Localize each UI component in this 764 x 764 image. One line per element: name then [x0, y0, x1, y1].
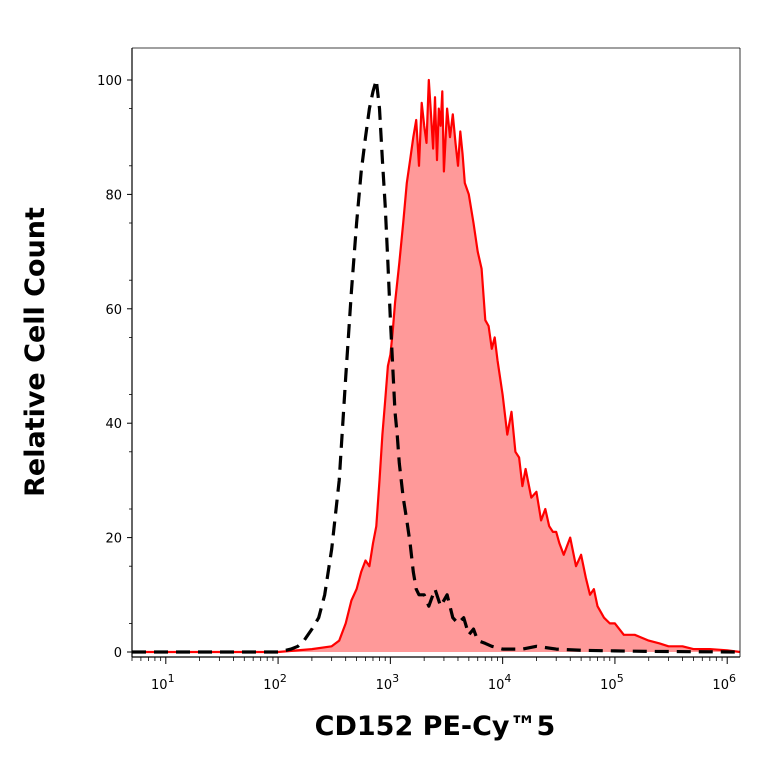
y-tick-label: 60 — [105, 303, 122, 318]
x-tick-label: 101 — [151, 672, 175, 693]
x-tick-label: 105 — [600, 672, 624, 693]
y-tick-label: 80 — [105, 188, 122, 203]
x-tick-label: 103 — [376, 672, 400, 693]
y-axis: 0 20 40 60 80 100 — [97, 74, 132, 661]
plot-marks — [132, 78, 741, 654]
x-axis-title: CD152 PE-Cy™5 — [315, 711, 556, 742]
x-tick-label: 102 — [263, 672, 287, 693]
y-tick-label: 0 — [114, 646, 122, 661]
y-tick-label: 100 — [97, 74, 122, 89]
x-axis: 101 102 103 104 105 106 — [131, 657, 736, 693]
y-tick-label: 40 — [105, 417, 122, 432]
series-0-area — [132, 80, 740, 652]
series-0-line — [132, 78, 741, 654]
y-axis-title: Relative Cell Count — [20, 207, 51, 497]
y-tick-label: 20 — [105, 532, 122, 547]
x-tick-label: 106 — [712, 672, 736, 693]
series-1-line — [132, 78, 741, 654]
x-tick-label: 104 — [488, 672, 512, 693]
